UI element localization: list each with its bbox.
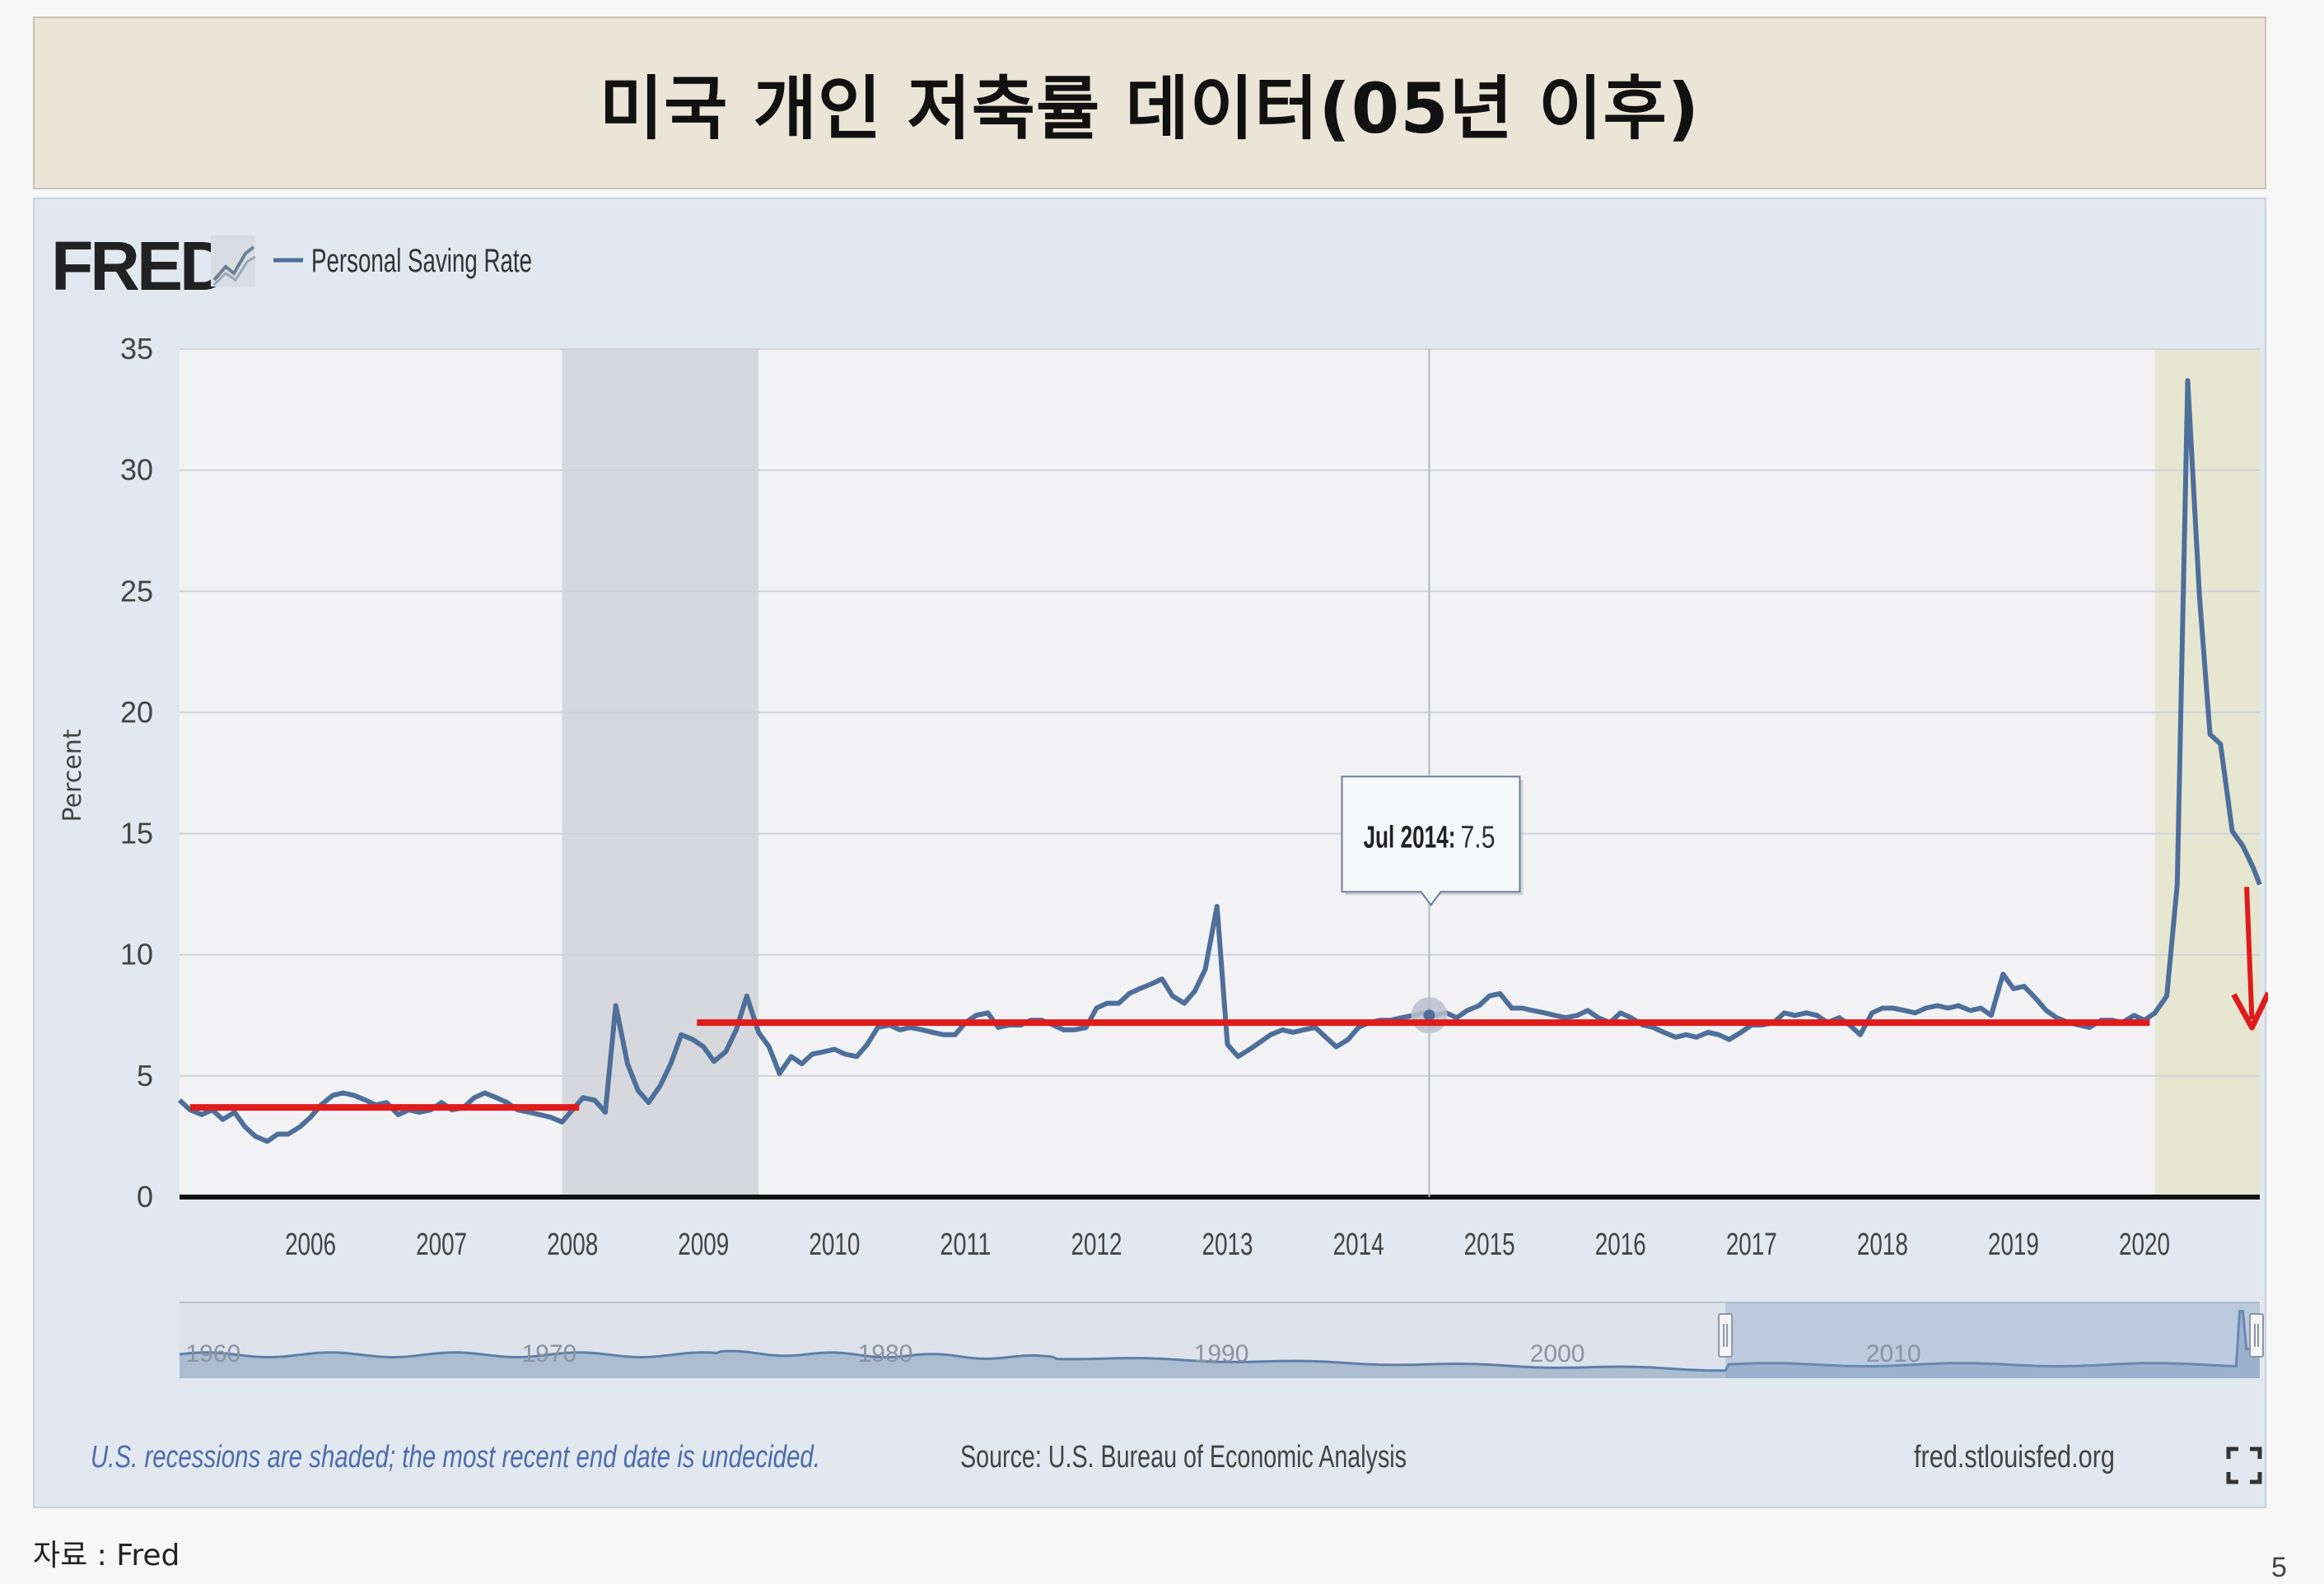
red-down-arrow-head bbox=[2231, 991, 2268, 1031]
x-tick-label: 2014 bbox=[1333, 1228, 1384, 1262]
x-tick-label: 2009 bbox=[678, 1228, 729, 1262]
y-tick-label: 35 bbox=[120, 332, 153, 366]
x-tick-label: 2017 bbox=[1726, 1228, 1777, 1262]
y-tick-label: 25 bbox=[120, 574, 153, 608]
x-tick-label: 2010 bbox=[809, 1228, 860, 1262]
y-tick-label: 0 bbox=[137, 1180, 153, 1214]
tooltip-label: Jul 2014: bbox=[1364, 820, 1456, 855]
navigator-selection bbox=[1725, 1302, 2260, 1378]
navigator-year-label: 1990 bbox=[1194, 1340, 1249, 1367]
tooltip-box bbox=[1341, 776, 1521, 906]
y-tick-label: 10 bbox=[120, 938, 153, 971]
x-tick-label: 2012 bbox=[1071, 1228, 1122, 1262]
series-line bbox=[177, 378, 2262, 1144]
x-tick-label: 2013 bbox=[1202, 1228, 1253, 1262]
navigator-handle-icon[interactable] bbox=[1718, 1313, 1734, 1358]
fred-chart: FRED Personal Saving Rate Percent 0 5 10 15… bbox=[51, 227, 2268, 1484]
x-tick-label: 2016 bbox=[1595, 1228, 1646, 1262]
y-tick-label: 20 bbox=[120, 695, 153, 729]
legend-label[interactable]: Personal Saving Rate bbox=[311, 243, 532, 279]
source-label: 자료 : Fred bbox=[33, 1539, 180, 1572]
fred-chart-panel: FRED Personal Saving Rate Percent 0 5 10 15… bbox=[33, 198, 2268, 1508]
navigator-line bbox=[179, 1310, 2260, 1372]
hover-marker bbox=[1423, 1009, 1435, 1022]
navigator-area bbox=[180, 1311, 2260, 1378]
chart-line-icon bbox=[211, 235, 256, 287]
y-tick-label: 5 bbox=[137, 1059, 153, 1092]
navigator-year-label: 1970 bbox=[522, 1340, 577, 1367]
x-tick-label: 2019 bbox=[1988, 1228, 2039, 1262]
plot-background bbox=[180, 349, 2260, 1197]
fullscreen-icon[interactable] bbox=[2226, 1447, 2262, 1484]
x-tick-label: 2015 bbox=[1464, 1228, 1515, 1262]
navigator-handle-icon[interactable] bbox=[2249, 1313, 2264, 1358]
navigator-year-label: 1960 bbox=[185, 1340, 240, 1367]
navigator-year-label: 1980 bbox=[858, 1340, 913, 1367]
x-tick-label: 2006 bbox=[285, 1228, 336, 1262]
x-tick-label: 2020 bbox=[2119, 1228, 2170, 1262]
x-tick-label: 2007 bbox=[416, 1228, 467, 1262]
red-down-arrow-icon bbox=[2244, 887, 2255, 1020]
tooltip-value: 7.5 bbox=[1461, 820, 1496, 855]
x-tick-label: 2018 bbox=[1857, 1228, 1908, 1262]
source-text: Source: U.S. Bureau of Economic Analysis bbox=[960, 1440, 1407, 1475]
page-number: 5 bbox=[2271, 1552, 2287, 1583]
slide-title-bar: 미국 개인 저축률 데이터(05년 이후) bbox=[33, 16, 2266, 189]
fred-logo[interactable]: FRED bbox=[51, 227, 231, 305]
recession-shade bbox=[562, 349, 759, 1197]
recession-note: U.S. recessions are shaded; the most rec… bbox=[91, 1440, 820, 1475]
navigator-year-label: 2000 bbox=[1530, 1340, 1585, 1367]
y-tick-label: 30 bbox=[120, 453, 153, 487]
fred-url-link[interactable]: fred.stlouisfed.org bbox=[1914, 1440, 2115, 1475]
recession-shade bbox=[2154, 349, 2260, 1197]
plot-area: 0 5 10 15 20 25 30 35 2006 2007 2008 2009 2010 2011 20… bbox=[120, 332, 2268, 1378]
x-tick-label: 2011 bbox=[940, 1228, 991, 1262]
x-tick-label: 2008 bbox=[547, 1228, 598, 1262]
y-tick-label: 15 bbox=[120, 817, 153, 850]
navigator-year-label: 2010 bbox=[1866, 1340, 1921, 1367]
y-axis-title: Percent bbox=[58, 729, 87, 822]
slide-title: 미국 개인 저축률 데이터(05년 이후) bbox=[599, 68, 1701, 149]
